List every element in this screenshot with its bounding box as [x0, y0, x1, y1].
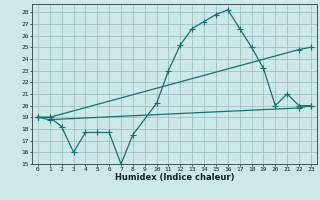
- X-axis label: Humidex (Indice chaleur): Humidex (Indice chaleur): [115, 173, 234, 182]
